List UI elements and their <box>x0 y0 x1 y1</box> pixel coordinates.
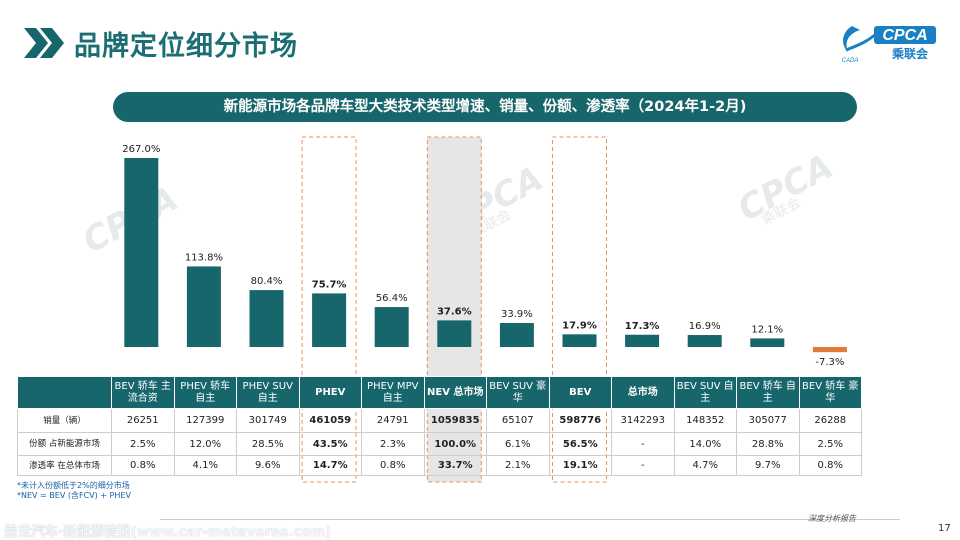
table-header-cell: PHEV 轿车 自主 <box>173 376 237 409</box>
table-cell: 1059835 <box>423 408 487 433</box>
table-cell: 56.5% <box>548 432 612 456</box>
table-cell: 461059 <box>298 408 362 433</box>
cpca-logo: CPCA 乘联会 CADA <box>838 20 942 64</box>
bar <box>812 347 847 353</box>
table-header-cell: BEV 轿车 主流合资 <box>111 376 175 409</box>
data-label: 267.0% <box>122 144 160 155</box>
page-title: 品牌定位细分市场 <box>74 31 298 62</box>
svg-text:乘联会: 乘联会 <box>891 46 929 61</box>
table-cell: 100.0% <box>423 432 487 456</box>
table-header-cell: BEV SUV 豪华 <box>486 376 550 409</box>
highlight-frame <box>301 136 357 483</box>
data-label: 16.9% <box>689 321 721 332</box>
table-cell: 43.5% <box>298 432 362 456</box>
footer-divider <box>160 519 900 520</box>
bar <box>625 334 660 347</box>
table-cell: 148352 <box>673 408 737 433</box>
footer-source: 盖世汽车·新能源情报(www.car-metaverse.com) <box>4 524 332 540</box>
table-cell: 26288 <box>798 408 862 433</box>
table-cell: 19.1% <box>548 455 612 476</box>
footnote: *NEV = BEV (含FCV) + PHEV <box>17 491 131 500</box>
table-header-cell: BEV SUV 自主 <box>673 376 737 409</box>
table-cell: 0.8% <box>361 455 425 476</box>
table-cell: 127399 <box>173 408 237 433</box>
table-cell: 4.1% <box>173 455 237 476</box>
data-table: BEV 轿车 主流合资 PHEV 轿车 自主 PHEV SUV 自主 PHEV PHEV… <box>17 376 862 476</box>
footnote: *未计入份额低于2%的细分市场 <box>17 481 130 490</box>
table-header-cell: NEV 总市场 <box>423 376 487 409</box>
table-cell: 305077 <box>736 408 800 433</box>
table-header-cell: BEV 轿车 豪华 <box>798 376 862 409</box>
table-cell: 14.0% <box>673 432 737 456</box>
table-header-cell: 总市场 <box>611 376 675 409</box>
bar <box>186 266 221 347</box>
footer-tagline: 深度分析报告 <box>808 514 856 523</box>
table-cell: 26251 <box>111 408 175 433</box>
table-cell: 3142293 <box>611 408 675 433</box>
table-cell: 2.3% <box>361 432 425 456</box>
row-label: 销量（辆） <box>17 408 112 433</box>
bar <box>499 323 534 347</box>
bar <box>249 290 284 347</box>
bar <box>124 158 159 347</box>
data-label: -7.3% <box>815 357 844 368</box>
data-label: 113.8% <box>185 252 223 263</box>
svg-text:CADA: CADA <box>842 58 859 64</box>
table-header-cell: BEV <box>548 376 612 409</box>
bar <box>750 338 785 347</box>
table-cell: 14.7% <box>298 455 362 476</box>
table-header-cell: PHEV SUV 自主 <box>236 376 300 409</box>
table-cell: 6.1% <box>486 432 550 456</box>
bar <box>687 335 722 347</box>
table-row: 渗透率 在总体市场 0.8% 4.1% 9.6% 14.7% 0.8% 33.7% 2.1% 1… <box>17 455 862 476</box>
table-cell: 65107 <box>486 408 550 433</box>
highlight-frame <box>552 136 607 483</box>
chevron-right-icon <box>24 28 64 58</box>
table-row: 份额 占新能源市场 2.5% 12.0% 28.5% 43.5% 2.3% 100.0% 6.… <box>17 432 862 456</box>
bar <box>312 293 347 347</box>
table-cell: 2.1% <box>486 455 550 476</box>
table-cell: - <box>611 432 675 456</box>
data-label: 75.7% <box>312 279 347 290</box>
data-label: 17.9% <box>562 320 597 331</box>
table-cell: 2.5% <box>798 432 862 456</box>
table-cell: 28.8% <box>736 432 800 456</box>
data-label: 12.1% <box>751 324 783 335</box>
table-cell: 598776 <box>548 408 612 433</box>
table-cell: 28.5% <box>236 432 300 456</box>
bar <box>374 307 409 347</box>
page-number: 17 <box>938 523 951 534</box>
row-label: 渗透率 在总体市场 <box>17 455 112 476</box>
table-cell: 0.8% <box>111 455 175 476</box>
data-label: 17.3% <box>625 321 660 332</box>
table-cell: 2.5% <box>111 432 175 456</box>
bar <box>437 320 472 347</box>
row-label: 份额 占新能源市场 <box>17 432 112 456</box>
table-cell: 0.8% <box>798 455 862 476</box>
table-cell: 4.7% <box>673 455 737 476</box>
bar <box>562 334 597 347</box>
table-header-corner <box>17 376 112 409</box>
table-cell: 24791 <box>361 408 425 433</box>
table-header-cell: BEV 轿车 自主 <box>736 376 800 409</box>
chart-subtitle-bar: 新能源市场各品牌车型大类技术类型增速、销量、份额、渗透率（2024年1-2月) <box>113 92 857 122</box>
table-row: 销量（辆） 26251 127399 301749 461059 24791 1059835… <box>17 408 862 433</box>
table-cell: - <box>611 455 675 476</box>
data-label: 37.6% <box>437 306 472 317</box>
table-header-cell: PHEV <box>298 376 362 409</box>
svg-text:CPCA: CPCA <box>882 27 927 44</box>
table-cell: 12.0% <box>173 432 237 456</box>
data-label: 80.4% <box>251 276 283 287</box>
table-cell: 301749 <box>236 408 300 433</box>
table-header-cell: PHEV MPV 自主 <box>361 376 425 409</box>
table-cell: 33.7% <box>423 455 487 476</box>
table-cell: 9.7% <box>736 455 800 476</box>
data-label: 33.9% <box>501 309 533 320</box>
table-cell: 9.6% <box>236 455 300 476</box>
data-label: 56.4% <box>376 293 408 304</box>
